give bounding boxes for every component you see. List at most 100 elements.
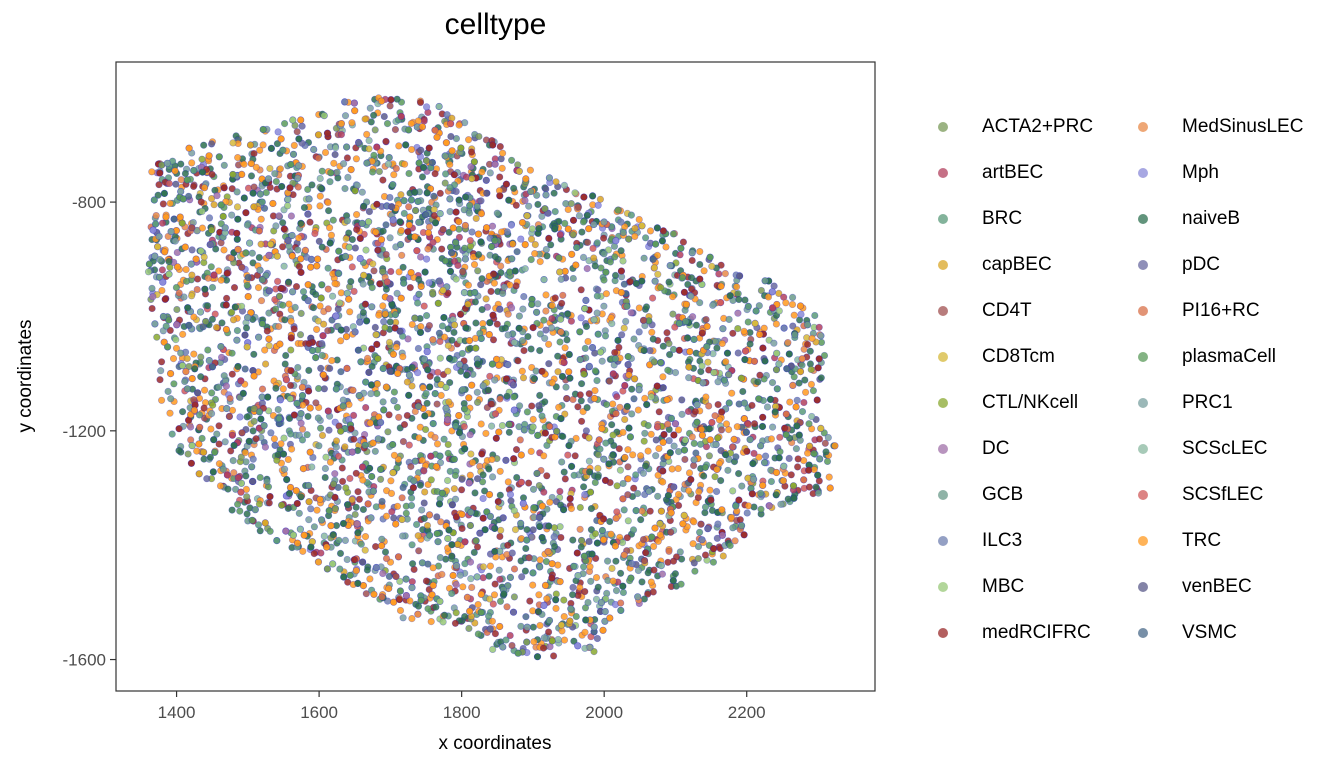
cell-point [471,298,480,306]
cell-point [233,229,241,237]
cell-point [304,281,312,289]
cell-point [181,169,189,178]
cell-point [407,119,415,128]
cell-point [588,344,597,352]
cell-point [693,401,701,409]
cell-point [425,279,433,287]
cell-point [570,637,578,645]
cell-point [394,455,402,464]
cell-point [316,202,324,210]
cell-point [337,368,345,376]
cell-point [297,309,305,318]
cell-point [786,398,794,406]
cell-point [776,448,784,456]
cell-point [730,435,738,444]
cell-point [499,289,507,298]
cell-point [423,312,431,320]
cell-point [325,426,333,434]
cell-point [746,340,754,348]
cell-point [593,377,601,385]
cell-point [574,571,582,580]
cell-point [382,250,390,259]
cell-point [796,368,805,376]
cell-point [331,493,339,502]
cell-point [424,605,432,613]
cell-point [583,265,591,273]
cell-point [247,159,255,168]
cell-point [512,446,521,454]
cell-point [596,195,605,203]
cell-point [638,578,646,586]
cell-point [318,351,326,360]
cell-point [577,314,585,322]
cell-point [536,556,544,564]
cell-point [386,318,394,326]
cell-point [402,575,410,583]
cell-point [278,501,286,509]
cell-point [594,464,602,473]
cell-point [737,374,746,382]
cell-point [422,577,431,585]
cell-point [735,496,743,504]
cell-point [499,514,507,522]
cell-point [767,435,776,443]
cell-point [366,104,374,112]
cell-point [160,189,168,197]
cell-point [674,501,683,510]
cell-point [651,524,659,532]
cell-point [440,314,448,322]
cell-point [690,518,698,526]
cell-point [242,472,250,480]
cell-point [611,271,620,280]
cell-point [508,641,516,650]
cell-point [798,408,807,416]
cell-point [273,456,281,464]
cell-point [797,310,805,319]
cell-point [474,600,482,609]
cell-point [527,256,535,264]
cell-point [375,311,383,319]
cell-point [397,227,405,235]
cell-point [471,619,479,627]
cell-point [415,434,423,442]
cell-point [289,116,297,124]
cell-point [234,362,242,371]
cell-point [450,485,459,493]
cell-point [706,253,714,261]
cell-point [277,440,285,448]
cell-point [265,309,273,317]
cell-point [305,387,313,395]
cell-point [187,423,195,431]
cell-point [550,542,559,551]
cell-point [440,333,449,341]
cell-point [735,295,743,304]
cell-point [354,488,362,496]
cell-point [577,380,586,388]
cell-point [345,243,353,251]
cell-point [326,239,334,247]
cell-point [404,335,412,343]
cell-point [603,557,612,565]
cell-point [609,451,617,459]
cell-point [423,521,432,530]
cell-point [185,321,193,329]
cell-point [602,290,611,298]
cell-point [171,237,179,245]
cell-point [486,372,494,380]
cell-point [564,310,572,318]
cell-point [216,482,225,490]
cell-point [705,452,714,460]
cell-point [382,554,391,563]
cell-point [491,253,499,261]
cell-point [286,395,294,403]
cell-point [628,385,636,393]
cell-point [526,597,534,605]
cell-point [606,614,614,622]
cell-point [414,117,422,125]
cell-point [579,563,588,571]
cell-point [392,164,400,173]
cell-point [543,595,551,603]
cell-point [666,262,674,270]
cell-point [416,481,425,489]
cell-point [166,409,174,417]
